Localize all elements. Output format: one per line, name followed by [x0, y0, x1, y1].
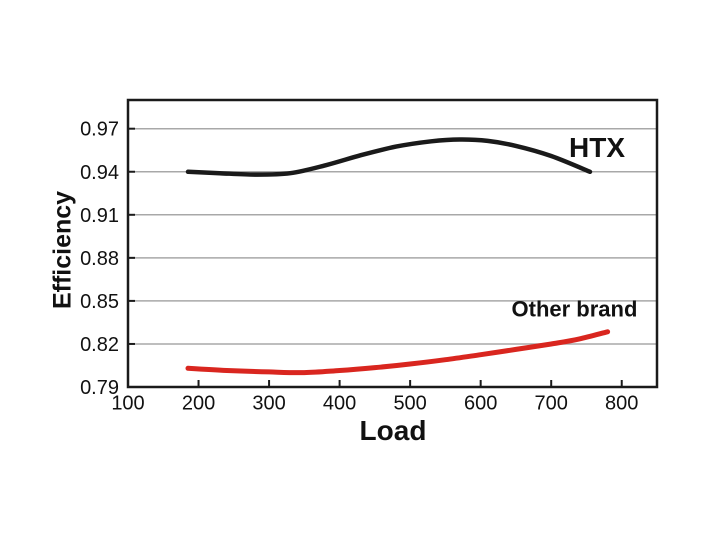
y-tick-label-0.97: 0.97 [80, 119, 119, 141]
x-tick-label-100: 100 [111, 393, 144, 415]
y-axis-title: Efficiency [48, 190, 77, 310]
plot-frame [126, 98, 659, 389]
x-tick-label-500: 500 [393, 393, 426, 415]
y-tick-label-0.82: 0.82 [80, 334, 119, 356]
y-tick-label-0.88: 0.88 [80, 248, 119, 270]
y-tick-label-0.91: 0.91 [80, 205, 119, 227]
x-axis-title: Load [359, 415, 427, 446]
y-tick-label-0.79: 0.79 [80, 377, 119, 399]
x-tick-label-400: 400 [323, 393, 356, 415]
series-label-other-brand: Other brand [512, 296, 638, 321]
y-tick-label-0.94: 0.94 [80, 162, 119, 184]
y-tick-label-0.85: 0.85 [80, 291, 119, 313]
x-tick-label-300: 300 [252, 393, 285, 415]
x-tick-label-700: 700 [535, 393, 568, 415]
series-line-other-brand [185, 329, 611, 376]
x-tick-label-200: 200 [182, 393, 215, 415]
series-line-htx [185, 137, 593, 177]
x-tick-label-800: 800 [605, 393, 638, 415]
x-tick-label-600: 600 [464, 393, 497, 415]
series-label-htx: HTX [569, 132, 625, 163]
